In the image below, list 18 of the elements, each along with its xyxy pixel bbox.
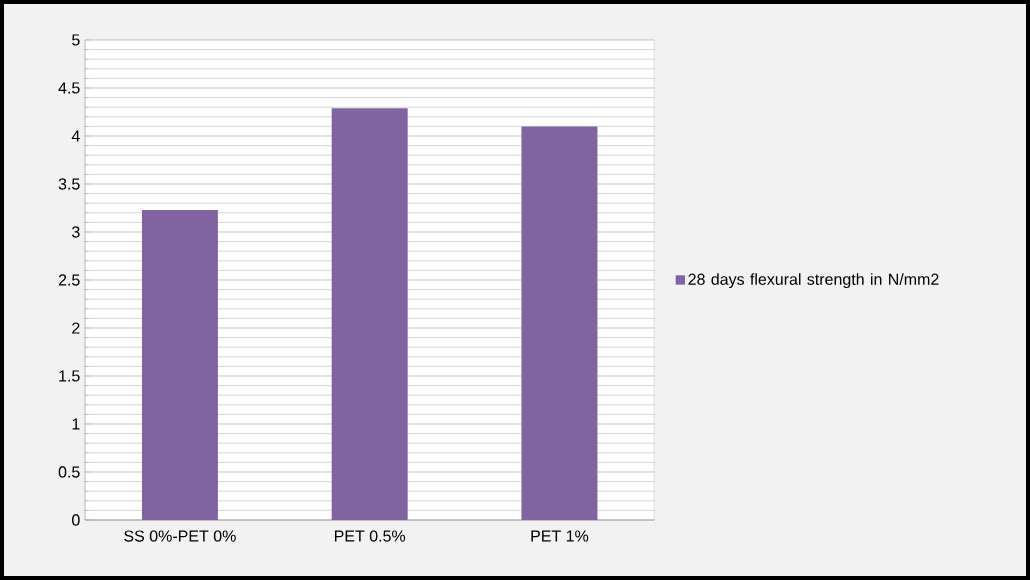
y-tick-label: 4: [71, 130, 80, 142]
y-tick-label: 5: [72, 34, 80, 46]
y-tick-label: 1.5: [59, 370, 80, 382]
bar: [331, 108, 408, 520]
x-tick-label: PET 0.5%: [334, 530, 406, 542]
y-tick-label: 2.5: [58, 274, 80, 286]
y-tick-label: 3.5: [58, 178, 80, 190]
legend-label: 28 days flexural strength in N/mm2: [688, 273, 939, 289]
y-tick-label: 0.5: [58, 466, 80, 478]
y-tick-label: 4.5: [58, 82, 80, 94]
bar: [141, 209, 218, 520]
y-tick-label: 2: [72, 322, 80, 334]
y-tick-label: 1: [72, 418, 80, 430]
x-tick-label: SS 0%-PET 0%: [124, 530, 236, 542]
y-tick-label: 0: [72, 514, 80, 526]
y-tick-label: 3: [72, 226, 80, 238]
bar: [521, 126, 598, 520]
x-tick-label: PET 1%: [531, 530, 589, 542]
